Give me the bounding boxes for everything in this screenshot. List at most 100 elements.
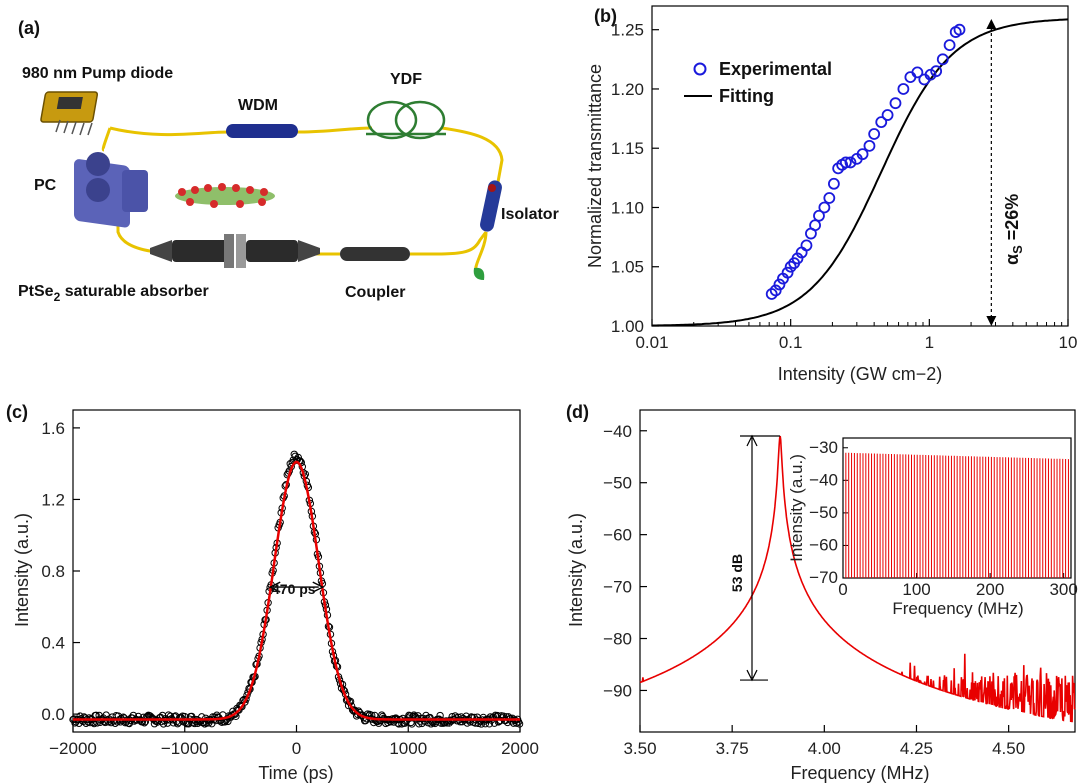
experimental-point bbox=[800, 239, 813, 252]
d-xtick-label: 3.75 bbox=[716, 739, 749, 758]
experimental-point bbox=[769, 284, 782, 297]
experimental-point bbox=[863, 139, 876, 152]
ydf-coil bbox=[366, 100, 446, 140]
inset-xlabel: Frequency (MHz) bbox=[892, 599, 1023, 618]
b-ylabel: Normalized transmittance bbox=[585, 64, 605, 268]
panel-a: (a) 980 nm Pump diode WDM YDF Isolator bbox=[18, 18, 559, 304]
d-xlabel: Frequency (MHz) bbox=[790, 763, 929, 783]
experimental-point bbox=[897, 83, 910, 95]
d-annotation: 53 dB bbox=[729, 554, 745, 592]
sa-label-suffix: saturable absorber bbox=[60, 283, 209, 300]
sa-label: PtSe2 saturable absorber bbox=[18, 283, 209, 304]
d-xtick-label: 3.50 bbox=[623, 739, 656, 758]
b-ytick-label: 1.00 bbox=[611, 317, 644, 336]
experimental-point bbox=[911, 66, 924, 79]
experimental-point bbox=[889, 97, 902, 110]
d-snr-arrowhead-bottom bbox=[746, 669, 758, 682]
coupler-label: Coupler bbox=[345, 284, 405, 301]
experimental-point bbox=[818, 201, 831, 214]
c-xlabel: Time (ps) bbox=[258, 763, 333, 783]
d-snr-arrowhead-top bbox=[746, 434, 758, 447]
legend-marker-experimental bbox=[693, 62, 707, 76]
panel-d: (d) 3.50 3.75 4.00 4.25 4.50 −40 −50 −60 −70 −80 −… bbox=[566, 402, 1078, 783]
panel-label-a: (a) bbox=[18, 18, 40, 38]
c-data-point bbox=[392, 714, 400, 722]
inset-xtick-label: 100 bbox=[902, 580, 930, 599]
coupler-component bbox=[340, 247, 410, 261]
experimental-point bbox=[839, 156, 852, 169]
b-ytick-label: 1.25 bbox=[611, 21, 644, 40]
d-ytick-label: −50 bbox=[603, 474, 632, 493]
b-ytick-label: 1.10 bbox=[611, 198, 644, 217]
b-xlabel: Intensity (GW cm−2) bbox=[778, 364, 943, 384]
experimental-point bbox=[943, 39, 956, 52]
wdm-label: WDM bbox=[238, 97, 278, 114]
c-data-point bbox=[242, 695, 250, 703]
c-xtick-label: 1000 bbox=[389, 739, 427, 758]
panel-label-d: (d) bbox=[566, 402, 589, 422]
d-ytick-label: −90 bbox=[603, 681, 632, 700]
inset-ylabel: Intensity (a.u.) bbox=[787, 454, 806, 562]
experimental-point bbox=[809, 219, 821, 232]
c-gaussian-fit bbox=[73, 460, 520, 721]
plot-frame-b bbox=[651, 5, 1069, 327]
c-xtick-label: 2000 bbox=[501, 739, 539, 758]
b-ytick-label: 1.15 bbox=[611, 139, 644, 158]
inset-ytick-label: −30 bbox=[809, 438, 838, 457]
d-xtick-label: 4.25 bbox=[900, 739, 933, 758]
c-annotation: 470 ps bbox=[272, 581, 316, 597]
inset-xtick-label: 0 bbox=[838, 580, 847, 599]
experimental-point bbox=[930, 65, 943, 78]
isolator-component bbox=[480, 180, 502, 232]
plot-frame-d bbox=[639, 409, 1076, 733]
inset-xtick-label: 300 bbox=[1049, 580, 1077, 599]
experimental-point bbox=[875, 116, 888, 129]
experimental-point bbox=[881, 109, 894, 121]
c-ytick-label: 1.6 bbox=[41, 419, 65, 438]
panel-c: (c) −2000 −1000 0 1000 2000 0.0 0.4 0.8 1.2 1.6 T… bbox=[6, 402, 539, 783]
b-xtick-label: 0.01 bbox=[635, 333, 668, 352]
experimental-point bbox=[936, 53, 949, 66]
d-xtick-label: 4.50 bbox=[992, 739, 1025, 758]
inset-ytick-label: −50 bbox=[809, 503, 838, 522]
b-annotation: αS =26% bbox=[1002, 194, 1025, 265]
sa-label-sub: 2 bbox=[54, 290, 61, 304]
pump-label: 980 nm Pump diode bbox=[22, 65, 173, 82]
legend-label-experimental: Experimental bbox=[719, 59, 832, 79]
sa-label-prefix: PtSe bbox=[18, 283, 54, 300]
legend-label-fitting: Fitting bbox=[719, 86, 774, 106]
d-ytick-label: −80 bbox=[603, 630, 632, 649]
b-annotation-sub: S bbox=[1010, 245, 1025, 254]
inset-ytick-label: −60 bbox=[809, 535, 838, 554]
b-ytick-label: 1.20 bbox=[611, 80, 644, 99]
experimental-point bbox=[856, 148, 869, 161]
d-ylabel: Intensity (a.u.) bbox=[566, 513, 586, 627]
d-ytick-label: −70 bbox=[603, 578, 632, 597]
experimental-point bbox=[781, 266, 794, 279]
c-ytick-label: 0.0 bbox=[41, 705, 65, 724]
inset-xtick-label: 200 bbox=[976, 580, 1004, 599]
wdm-component bbox=[226, 124, 298, 138]
panel-label-c: (c) bbox=[6, 402, 28, 422]
output-port-icon bbox=[473, 267, 485, 280]
c-ylabel: Intensity (a.u.) bbox=[12, 513, 32, 627]
b-annotation-rest: =26% bbox=[1002, 194, 1022, 246]
experimental-point bbox=[868, 128, 881, 140]
b-xtick-label: 0.1 bbox=[779, 333, 803, 352]
inset-ytick-label: −70 bbox=[809, 568, 838, 587]
b-xtick-label: 1 bbox=[925, 333, 934, 352]
panel-b: (b) 0.01 0.1 1 10 1.00 1.05 1.10 1.15 1.20 1.25 I… bbox=[585, 5, 1078, 384]
b-annotation-main: α bbox=[1002, 254, 1022, 265]
experimental-point bbox=[844, 156, 857, 169]
b-xtick-label: 10 bbox=[1059, 333, 1078, 352]
isolator-label: Isolator bbox=[501, 206, 559, 223]
c-xtick-label: 0 bbox=[292, 739, 301, 758]
ptse2-crystal-icon bbox=[175, 183, 275, 208]
d-rf-spectrum bbox=[639, 435, 1076, 723]
panel-label-b: (b) bbox=[594, 6, 617, 26]
experimental-point bbox=[827, 177, 840, 190]
d-ytick-label: −40 bbox=[603, 422, 632, 441]
c-ytick-label: 0.4 bbox=[41, 634, 65, 653]
pc-label: PC bbox=[34, 177, 57, 194]
experimental-point bbox=[784, 260, 797, 273]
